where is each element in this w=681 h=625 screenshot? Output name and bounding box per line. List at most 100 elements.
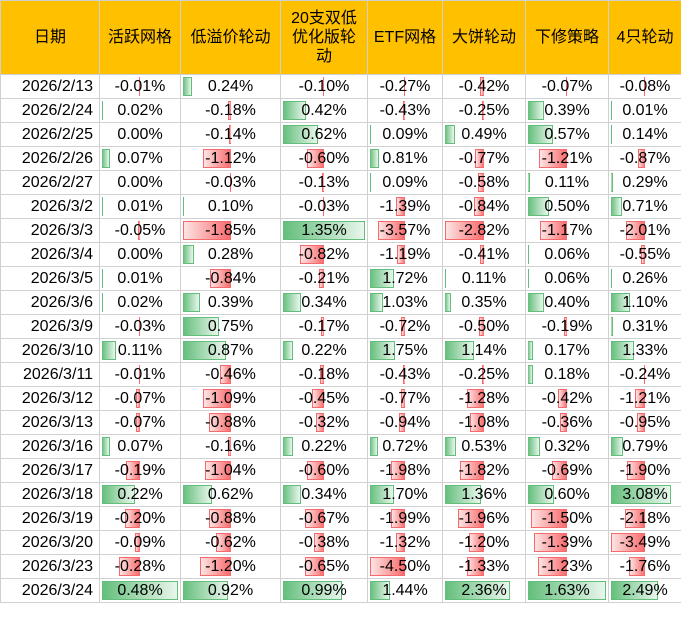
value-text: 0.60%: [544, 485, 590, 503]
negative-data-bar: [322, 77, 324, 96]
negative-data-bar: [126, 461, 140, 480]
negative-data-bar: [551, 461, 567, 480]
value-text: -4.50%: [379, 557, 431, 575]
value-text: -0.03%: [114, 317, 166, 335]
positive-data-bar: [183, 317, 220, 336]
negative-data-bar: [403, 365, 405, 384]
value-text: 0.75%: [207, 317, 254, 335]
value-cell: 1.72%: [367, 266, 443, 291]
value-text: -0.19%: [541, 317, 593, 335]
positive-data-bar: [283, 437, 293, 456]
value-cell: 0.34%: [280, 482, 368, 507]
value-text: -0.25%: [458, 365, 510, 383]
value-text: 0.24%: [207, 77, 254, 95]
positive-data-bar: [102, 341, 117, 360]
value-cell: 0.39%: [180, 290, 281, 315]
negative-data-bar: [470, 413, 484, 432]
negative-data-bar: [305, 557, 324, 576]
returns-table: 日期 活跃网格 低溢价轮动 20支双低优化版轮动 ETF网格 大饼轮动 下修策略…: [0, 0, 681, 603]
value-text: 3.08%: [622, 485, 668, 503]
negative-data-bar: [467, 389, 484, 408]
table-row: 2026/2/25 0.00% -0.14% 0.62% 0.09% 0.49% 0.57%…: [0, 122, 681, 147]
positive-data-bar: [611, 293, 630, 312]
negative-data-bar: [139, 317, 140, 336]
table-row: 2026/3/24 0.48% 0.92% 0.99% 1.44% 2.36% 1.63% 2…: [0, 578, 681, 603]
positive-data-bar: [528, 245, 529, 264]
value-text: 1.75%: [382, 341, 428, 359]
value-text: -1.09%: [205, 389, 256, 407]
value-cell: 0.22%: [280, 434, 368, 459]
value-text: -0.72%: [379, 317, 431, 335]
value-text: 0.11%: [117, 341, 163, 359]
value-cell: 0.72%: [367, 434, 443, 459]
table-row: 2026/3/6 0.02% 0.39% 0.34% 1.03% 0.35% 0.40% 1.…: [0, 290, 681, 315]
value-cell: -1.85%: [180, 218, 281, 243]
positive-data-bar: [528, 197, 550, 216]
value-text: -0.18%: [205, 101, 256, 119]
header-four-stock-rotation: 4只轮动: [608, 0, 681, 75]
value-cell: 0.62%: [180, 482, 281, 507]
value-text: 0.42%: [301, 101, 347, 119]
value-cell: -0.72%: [367, 314, 443, 339]
value-text: -1.21%: [541, 149, 593, 167]
value-cell: -0.19%: [99, 458, 181, 483]
value-text: 1.14%: [461, 341, 507, 359]
value-text: -0.16%: [205, 437, 256, 455]
table-row: 2026/3/10 0.11% 0.87% 0.22% 1.75% 1.14% 0.17% 1…: [0, 338, 681, 363]
value-cell: 0.32%: [525, 434, 609, 459]
positive-data-bar: [445, 293, 452, 312]
value-cell: 1.63%: [525, 578, 609, 603]
value-cell: 0.71%: [608, 194, 681, 219]
table-row: 2026/2/13 -0.01% 0.24% -0.10% -0.27% -0.42% -0…: [0, 74, 681, 99]
negative-data-bar: [311, 389, 324, 408]
value-text: 0.48%: [117, 581, 163, 599]
value-text: 0.39%: [544, 101, 590, 119]
value-text: -1.04%: [205, 461, 256, 479]
value-text: 1.03%: [382, 293, 428, 311]
negative-data-bar: [118, 557, 140, 576]
date-cell: 2026/3/20: [0, 530, 100, 555]
positive-data-bar: [370, 125, 371, 144]
positive-data-bar: [102, 485, 135, 504]
value-text: -0.95%: [619, 413, 671, 431]
negative-data-bar: [466, 557, 484, 576]
positive-data-bar: [370, 341, 395, 360]
value-text: -1.76%: [619, 557, 671, 575]
value-text: 0.39%: [207, 293, 254, 311]
value-text: 0.79%: [622, 437, 668, 455]
value-cell: -0.88%: [180, 506, 281, 531]
negative-data-bar: [559, 413, 567, 432]
negative-data-bar: [200, 557, 231, 576]
value-cell: -1.20%: [180, 554, 281, 579]
header-bitcoin-rotation: 大饼轮动: [442, 0, 526, 75]
value-text: 0.81%: [382, 149, 428, 167]
negative-data-bar: [306, 461, 324, 480]
negative-data-bar: [125, 509, 140, 528]
negative-data-bar: [638, 149, 645, 168]
value-cell: -0.03%: [99, 314, 181, 339]
date-cell: 2026/3/10: [0, 338, 100, 363]
value-text: -0.24%: [619, 365, 671, 383]
positive-data-bar: [183, 341, 226, 360]
table-body: 2026/2/13 -0.01% 0.24% -0.10% -0.27% -0.42% -0…: [0, 74, 681, 603]
value-cell: -0.18%: [180, 98, 281, 123]
value-cell: 0.22%: [280, 338, 368, 363]
positive-data-bar: [611, 485, 671, 504]
positive-data-bar: [611, 269, 613, 288]
value-text: 0.18%: [544, 365, 590, 383]
value-cell: -0.18%: [280, 362, 368, 387]
positive-data-bar: [611, 197, 622, 216]
value-cell: -0.60%: [280, 458, 368, 483]
value-cell: 0.24%: [180, 74, 281, 99]
value-text: -1.90%: [619, 461, 671, 479]
value-cell: -0.27%: [367, 74, 443, 99]
negative-data-bar: [304, 509, 324, 528]
value-cell: -0.21%: [280, 266, 368, 291]
value-cell: 0.40%: [525, 290, 609, 315]
negative-data-bar: [370, 557, 405, 576]
value-cell: 0.07%: [99, 434, 181, 459]
value-cell: 0.35%: [442, 290, 526, 315]
value-text: 2.36%: [461, 581, 507, 599]
negative-data-bar: [319, 269, 324, 288]
value-cell: -0.67%: [280, 506, 368, 531]
